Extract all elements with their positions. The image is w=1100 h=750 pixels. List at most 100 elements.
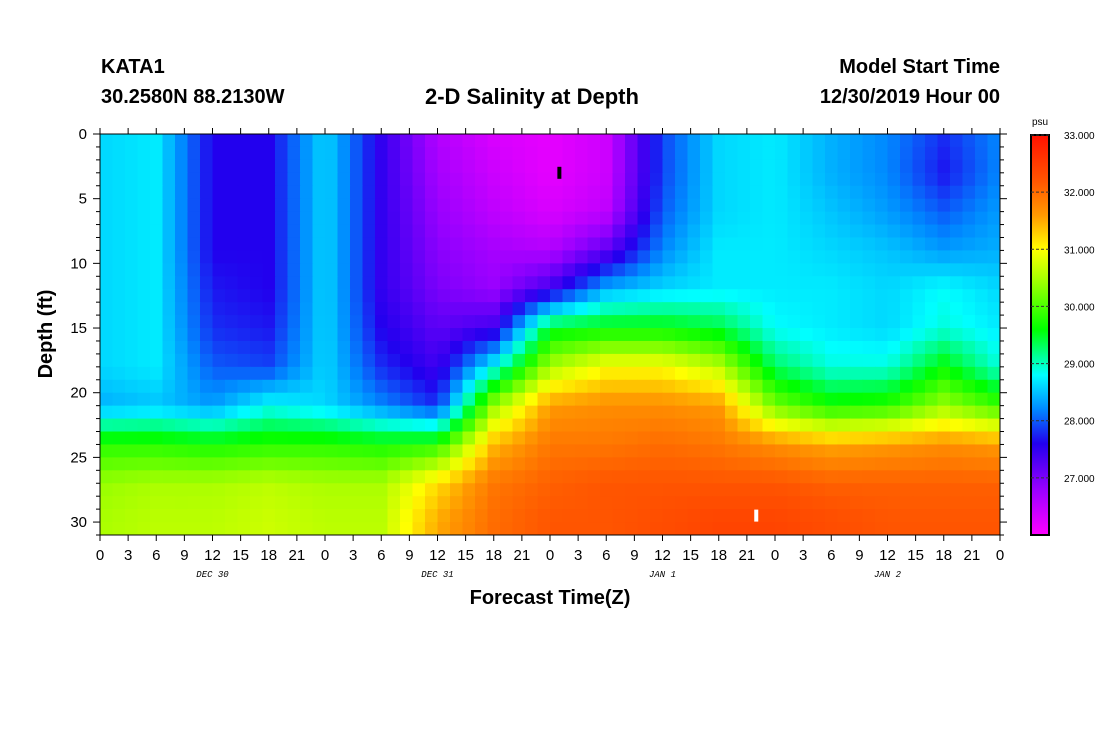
heatmap-cell (887, 457, 901, 471)
heatmap-cell (962, 340, 976, 355)
heatmap-cell (350, 340, 364, 355)
heatmap-cell (237, 509, 251, 523)
heatmap-cell (225, 250, 239, 264)
heatmap-cell (337, 470, 351, 484)
heatmap-cell (425, 146, 439, 161)
heatmap-cell (237, 302, 251, 316)
heatmap-cell (400, 146, 414, 161)
heatmap-cell (237, 470, 251, 484)
heatmap-cell (275, 172, 289, 187)
heatmap-cell (262, 431, 276, 446)
heatmap-cell (550, 289, 564, 303)
heatmap-cell (125, 237, 139, 252)
heatmap-cell (175, 483, 189, 497)
heatmap-cell (150, 470, 164, 484)
heatmap-cell (975, 328, 989, 342)
heatmap-cell (737, 340, 751, 355)
date-label: DEC 30 (196, 570, 229, 580)
heatmap-cell (600, 263, 614, 277)
heatmap-cell (325, 146, 339, 161)
heatmap-cell (325, 134, 339, 148)
heatmap-cell (712, 340, 726, 355)
heatmap-cell (887, 185, 901, 200)
heatmap-cell (825, 211, 839, 226)
heatmap-cell (775, 366, 789, 381)
heatmap-cell (925, 405, 939, 420)
heatmap-cell (500, 211, 514, 226)
heatmap-cell (437, 470, 451, 484)
heatmap-cell (212, 211, 226, 226)
heatmap-cell (437, 146, 451, 161)
heatmap-cell (675, 470, 689, 484)
heatmap-cell (825, 185, 839, 200)
heatmap-cell (350, 263, 364, 277)
heatmap-cell (325, 418, 339, 433)
heatmap-cell (875, 328, 889, 342)
heatmap-cell (300, 146, 314, 161)
heatmap-cell (900, 392, 914, 407)
heatmap-cell (287, 418, 301, 433)
heatmap-cell (950, 392, 964, 407)
heatmap-cell (437, 289, 451, 303)
heatmap-cell (875, 237, 889, 252)
heatmap-cell (337, 172, 351, 187)
heatmap-cell (250, 483, 264, 497)
heatmap-cell (487, 263, 501, 277)
heatmap-cell (987, 496, 1000, 510)
heatmap-cell (612, 328, 626, 342)
heatmap-cell (475, 392, 489, 407)
heatmap-cell (787, 224, 801, 239)
heatmap-cell (950, 444, 964, 458)
heatmap-cell (550, 302, 564, 316)
heatmap-cell (662, 353, 676, 368)
heatmap-cell (637, 340, 651, 355)
heatmap-cell (237, 224, 251, 239)
colorbar-tick-label: 28.000 (1064, 417, 1095, 428)
heatmap-cell (200, 237, 214, 252)
heatmap-cell (175, 315, 189, 329)
heatmap-cell (612, 366, 626, 381)
heatmap-cell (550, 431, 564, 446)
heatmap-cell (762, 172, 776, 187)
heatmap-cell (912, 328, 926, 342)
heatmap-cell (200, 211, 214, 226)
heatmap-cell (487, 444, 501, 458)
heatmap-cell (175, 263, 189, 277)
heatmap-cell (387, 237, 401, 252)
y-tick-label: 10 (70, 255, 87, 272)
heatmap-cell (475, 224, 489, 239)
heatmap-cell (850, 444, 864, 458)
heatmap-cell (725, 198, 739, 213)
heatmap-cell (987, 418, 1000, 433)
heatmap-cell (350, 250, 364, 264)
heatmap-cell (387, 431, 401, 446)
heatmap-cell (450, 302, 464, 316)
heatmap-cell (300, 444, 314, 458)
heatmap-cell (762, 263, 776, 277)
heatmap-cell (975, 134, 989, 148)
heatmap-cell (575, 185, 589, 200)
heatmap-cell (600, 379, 614, 394)
x-tick-label: 0 (321, 547, 329, 564)
heatmap-cell (700, 470, 714, 484)
heatmap-cell (212, 315, 226, 329)
x-tick-label: 21 (739, 547, 756, 564)
heatmap-cell (437, 483, 451, 497)
heatmap-cell (137, 159, 151, 174)
heatmap-cell (675, 392, 689, 407)
heatmap-cell (962, 483, 976, 497)
heatmap-cell (525, 392, 539, 407)
heatmap-cell (312, 431, 326, 446)
heatmap-cell (950, 470, 964, 484)
heatmap-cell (887, 340, 901, 355)
heatmap-cell (725, 353, 739, 368)
heatmap-cell (787, 159, 801, 174)
heatmap-cell (262, 263, 276, 277)
heatmap-cell (212, 134, 226, 148)
heatmap-cell (425, 263, 439, 277)
heatmap-cell (387, 444, 401, 458)
heatmap-cell (100, 146, 114, 161)
heatmap-cell (237, 263, 251, 277)
heatmap-cell (237, 457, 251, 471)
